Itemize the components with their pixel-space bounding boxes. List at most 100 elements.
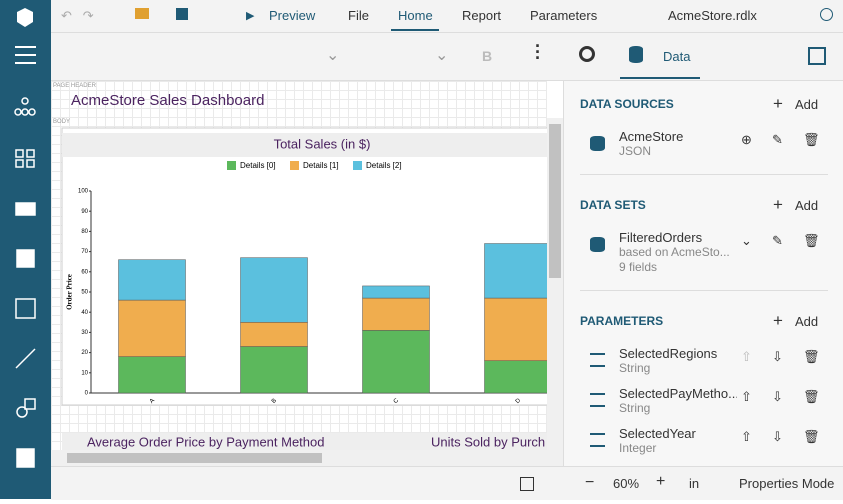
h-scrollbar[interactable]: [51, 450, 547, 466]
zoom-out[interactable]: −: [585, 474, 595, 491]
section-label: BODY: [53, 119, 71, 125]
data-panel: DATA SOURCES + Add AcmeStore JSON ⊕ ✎ 🗑 DATA SET…: [563, 81, 843, 466]
item-name: SelectedRegions: [619, 346, 718, 361]
toolbar: ⌄ ⌄ B · · ·: [51, 33, 563, 81]
y-tick-label: 80: [81, 229, 88, 235]
y-tick-label: 70: [81, 249, 88, 255]
bar-segment: [484, 297, 547, 361]
item-icon: [590, 393, 605, 407]
bar-segment: [240, 346, 308, 394]
add-icon[interactable]: +: [773, 195, 783, 214]
y-axis-label: Order Price: [66, 274, 74, 310]
open[interactable]: [135, 8, 149, 19]
separator: [580, 290, 828, 291]
item-detail: based on AcmeSto...: [619, 245, 730, 259]
item-action[interactable]: ⇧: [741, 349, 752, 364]
legend-swatch: [290, 161, 299, 170]
item-action[interactable]: 🗑: [803, 349, 820, 364]
item-name: SelectedPayMetho...: [619, 386, 737, 401]
collapse[interactable]: [808, 47, 826, 65]
unit[interactable]: in: [689, 476, 700, 491]
y-tick-label: 20: [81, 350, 88, 356]
dropdown[interactable]: ⌄: [326, 47, 340, 64]
lower-strip: [62, 433, 547, 450]
item-action[interactable]: ⇩: [772, 429, 783, 444]
menu-item[interactable]: Preview: [269, 8, 316, 23]
sidebar: [0, 0, 51, 499]
legend-label: Details [0]: [240, 161, 276, 170]
item-detail: JSON: [619, 144, 652, 158]
dropdown[interactable]: ⌄: [435, 47, 449, 64]
info[interactable]: [820, 8, 833, 21]
item-action[interactable]: ✎: [772, 233, 783, 248]
chart-title: Total Sales (in $): [274, 136, 371, 151]
lower-title: Units Sold by Purch: [431, 434, 545, 449]
menu-item[interactable]: File: [348, 8, 369, 23]
section-heading: DATA SETS: [580, 198, 646, 212]
legend-swatch: [353, 161, 362, 170]
y-tick-label: 40: [81, 310, 88, 316]
legend-swatch: [227, 161, 236, 170]
add-button[interactable]: Add: [795, 97, 819, 112]
logo: [17, 8, 33, 27]
item-detail: Integer: [619, 441, 657, 455]
y-tick-label: 30: [81, 330, 88, 336]
item-action[interactable]: 🗑: [803, 429, 820, 444]
gear[interactable]: [579, 46, 595, 62]
item-action[interactable]: 🗑: [803, 389, 820, 404]
item-action[interactable]: ⇧: [741, 429, 752, 444]
section-label: PAGE HEADER: [53, 83, 96, 89]
zoom-in[interactable]: +: [656, 473, 666, 490]
grid-toggle[interactable]: [520, 477, 534, 491]
section-heading: DATA SOURCES: [580, 97, 674, 111]
bar-segment: [362, 297, 430, 331]
data-icon[interactable]: [629, 46, 643, 63]
menu-item[interactable]: Parameters: [530, 8, 598, 23]
v-scrollbar[interactable]: [547, 118, 563, 466]
item-icon: [590, 136, 605, 151]
menu-item[interactable]: Home: [398, 8, 433, 23]
bar-segment: [118, 299, 186, 357]
add-icon[interactable]: +: [773, 311, 783, 330]
x-tick-label: B: [271, 398, 278, 405]
add-button[interactable]: Add: [795, 314, 819, 329]
item-action[interactable]: ⇧: [741, 389, 752, 404]
item-action[interactable]: ⇩: [772, 349, 783, 364]
more[interactable]: · · ·: [535, 36, 541, 68]
item-action[interactable]: ⇩: [772, 389, 783, 404]
chart-title-bar: [62, 133, 547, 157]
undo[interactable]: ↶ ↷: [61, 8, 94, 23]
chart: Total Sales (in $) Order Price Average O…: [61, 127, 547, 450]
y-tick-label: 50: [81, 290, 88, 296]
add-icon[interactable]: +: [773, 94, 783, 113]
item-action[interactable]: 🗑: [803, 233, 820, 248]
item-action[interactable]: 🗑: [803, 132, 820, 147]
sidebar-icons: [14, 8, 36, 468]
bar-segment: [118, 356, 186, 394]
tools[interactable]: [14, 97, 36, 468]
y-tick-label: 100: [78, 189, 89, 195]
item-action[interactable]: ⊕: [741, 132, 752, 147]
add-button[interactable]: Add: [795, 198, 819, 213]
item-action[interactable]: ⌄: [741, 233, 752, 248]
bar-segment: [240, 322, 308, 347]
legend-label: Details [1]: [303, 161, 339, 170]
bar-segment: [362, 330, 430, 394]
play-icon: ▶: [246, 10, 255, 22]
item-name: FilteredOrders: [619, 230, 703, 245]
x-tick-label: D: [515, 397, 523, 405]
x-tick-label: C: [393, 397, 401, 405]
tab[interactable]: Data: [663, 49, 691, 64]
properties-mode[interactable]: Properties Mode: [739, 476, 835, 491]
bold-button[interactable]: B: [482, 48, 493, 64]
status-bar: − 60% + in Properties Mode: [51, 466, 843, 500]
x-tick-label: A: [149, 398, 156, 405]
item-action[interactable]: ✎: [772, 132, 783, 147]
save[interactable]: [176, 8, 188, 20]
y-tick-label: 60: [81, 269, 88, 275]
bar-segment: [118, 259, 186, 301]
menu-icon[interactable]: [15, 46, 36, 64]
menu-item[interactable]: Report: [462, 8, 502, 23]
section-heading: PARAMETERS: [580, 314, 664, 328]
